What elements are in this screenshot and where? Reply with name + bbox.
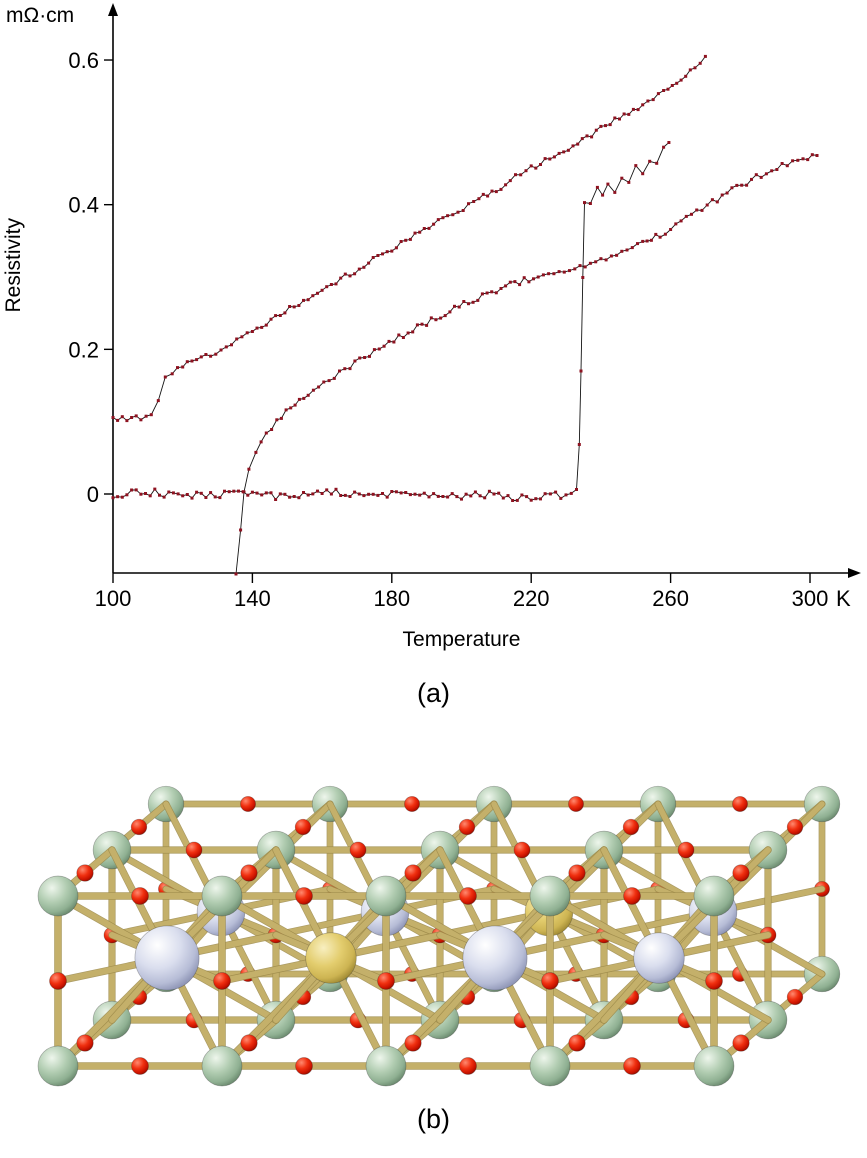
svg-text:140: 140 [234,586,271,611]
panel-b-caption: (b) [417,1104,450,1134]
x-axis-title: Temperature [402,628,521,651]
svg-text:0: 0 [87,482,99,507]
x-axis-unit-label: K [836,586,851,611]
svg-text:0.4: 0.4 [68,193,99,218]
svg-text:300: 300 [792,586,829,611]
svg-text:0.6: 0.6 [68,48,99,73]
resistivity-plot-svg: 0 0.2 0.4 0.6 100 140 180 220 260 300 [68,3,861,611]
svg-text:260: 260 [652,586,689,611]
svg-text:0.2: 0.2 [68,337,99,362]
svg-text:100: 100 [95,586,132,611]
svg-text:180: 180 [373,586,410,611]
svg-text:220: 220 [513,586,550,611]
crystal-structure-svg [37,785,841,1087]
y-axis-title: Resistivity [2,218,25,313]
panel-a-caption: (a) [417,678,450,708]
y-axis-unit-label: mΩ·cm [6,4,75,27]
